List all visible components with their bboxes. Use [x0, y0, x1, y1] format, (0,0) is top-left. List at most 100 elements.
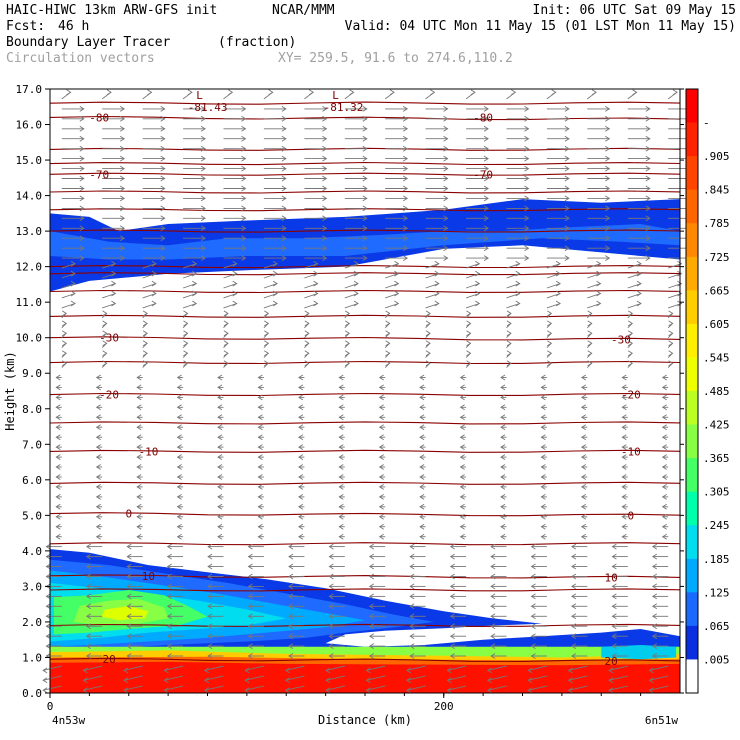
vector-arrowhead	[425, 360, 431, 367]
vector-arrow	[528, 685, 548, 691]
vector-arrowhead	[668, 310, 674, 317]
vector-arrowhead	[580, 424, 587, 431]
vector-arrowhead	[580, 503, 587, 510]
contour-label: 10	[604, 572, 617, 585]
vector-arrow	[164, 675, 184, 681]
vector-arrowhead	[136, 394, 142, 401]
vector-arrowhead	[402, 215, 409, 222]
vector-arrowhead	[217, 374, 223, 381]
vector-arrowhead	[55, 384, 61, 391]
vector-arrowhead	[611, 593, 617, 600]
vector-arrowhead	[547, 360, 553, 367]
vector-arrowhead	[257, 523, 263, 530]
vector-arrowhead	[247, 593, 253, 600]
vector-arrowhead	[200, 125, 206, 132]
vector-arrowhead	[627, 360, 634, 367]
vector-arrowhead	[55, 503, 61, 510]
vector-arrowhead	[362, 106, 368, 112]
vector-arrowhead	[459, 394, 465, 401]
vector-arrowhead	[142, 350, 148, 357]
vector-arrowhead	[192, 270, 198, 277]
vector-arrowhead	[119, 165, 126, 172]
contour-label: -80	[89, 111, 109, 124]
vector-arrowhead	[79, 195, 85, 202]
vector-arrowhead	[328, 583, 334, 590]
vector-arrowhead	[247, 633, 253, 640]
vector-arrowhead	[160, 255, 166, 261]
vector-arrowhead	[580, 523, 587, 530]
y-tick-label: 4.0	[22, 545, 42, 558]
vector-arrowhead	[449, 593, 455, 600]
vector-arrow	[465, 263, 480, 269]
vector-arrowhead	[257, 503, 263, 510]
vector-arrowhead	[409, 583, 415, 590]
vector-arrowhead	[434, 300, 440, 307]
vector-arrowhead	[651, 623, 658, 630]
vector-arrowhead	[443, 215, 449, 222]
vector-arrowhead	[160, 215, 166, 222]
vector-arrowhead	[160, 195, 166, 202]
vector-arrowhead	[338, 414, 344, 421]
vector-arrowhead	[605, 195, 611, 202]
vector-arrowhead	[338, 424, 344, 431]
vector-arrowhead	[555, 290, 561, 297]
colorbar-label: .725	[703, 251, 730, 264]
vector-arrowhead	[515, 260, 521, 267]
vector-arrowhead	[257, 513, 263, 520]
vector-arrow	[42, 685, 62, 691]
vector-arrowhead	[281, 155, 287, 162]
vector-arrow	[406, 665, 426, 671]
vector-arrowhead	[402, 245, 409, 252]
vector-arrowhead	[378, 513, 384, 520]
vector-arrowhead	[651, 563, 658, 570]
vector-arrowhead	[136, 494, 142, 500]
vector-arrow	[285, 665, 305, 671]
vector-arrowhead	[85, 573, 92, 580]
vector-arrowhead	[79, 245, 85, 252]
vector-arrow	[142, 263, 157, 269]
vector-arrowhead	[475, 280, 481, 287]
vector-arrowhead	[338, 434, 344, 441]
vector-arrowhead	[621, 424, 627, 431]
vector-arrowhead	[621, 374, 627, 381]
vector-arrowhead	[605, 245, 611, 252]
vector-arrowhead	[281, 245, 287, 252]
colorbar-label: .305	[703, 486, 730, 499]
vector-arrowhead	[648, 687, 654, 694]
vector-arrowhead	[419, 454, 425, 460]
vector-arrowhead	[106, 89, 112, 96]
contour-label: -20	[621, 389, 641, 402]
vector-arrowhead	[409, 543, 415, 550]
vector-arrowhead	[500, 384, 506, 391]
vector-arrowhead	[530, 553, 536, 560]
vector-arrowhead	[605, 235, 611, 242]
vector-arrowhead	[82, 667, 88, 674]
vector-arrowhead	[200, 135, 206, 142]
vector-arrowhead	[362, 155, 368, 162]
vector-arrowhead	[45, 563, 51, 570]
vector-arrowhead	[425, 350, 431, 357]
vector-arrowhead	[257, 454, 263, 460]
vector-arrowhead	[449, 553, 455, 560]
vector-arrow	[123, 665, 143, 671]
vector-arrowhead	[459, 434, 465, 441]
vector-arrowhead	[247, 583, 253, 590]
vector-arrowhead	[136, 424, 142, 431]
vector-arrowhead	[95, 494, 101, 500]
vector-arrowhead	[257, 414, 263, 421]
vector-arrowhead	[142, 340, 148, 347]
vector-arrowhead	[540, 533, 546, 540]
colorbar-swatch	[686, 223, 698, 258]
vector-arrow	[587, 293, 601, 299]
vector-arrowhead	[434, 260, 440, 267]
vector-arrowhead	[378, 444, 384, 450]
vector-arrowhead	[571, 543, 577, 550]
vector-arrow	[61, 293, 76, 299]
vector-arrowhead	[611, 633, 617, 640]
vector-arrowhead	[490, 583, 496, 590]
vector-arrowhead	[611, 563, 617, 570]
vector-arrowhead	[176, 434, 182, 441]
contour-label: -10	[138, 445, 158, 458]
contour-label: 20	[102, 653, 115, 666]
vector-arrowhead	[142, 330, 148, 337]
